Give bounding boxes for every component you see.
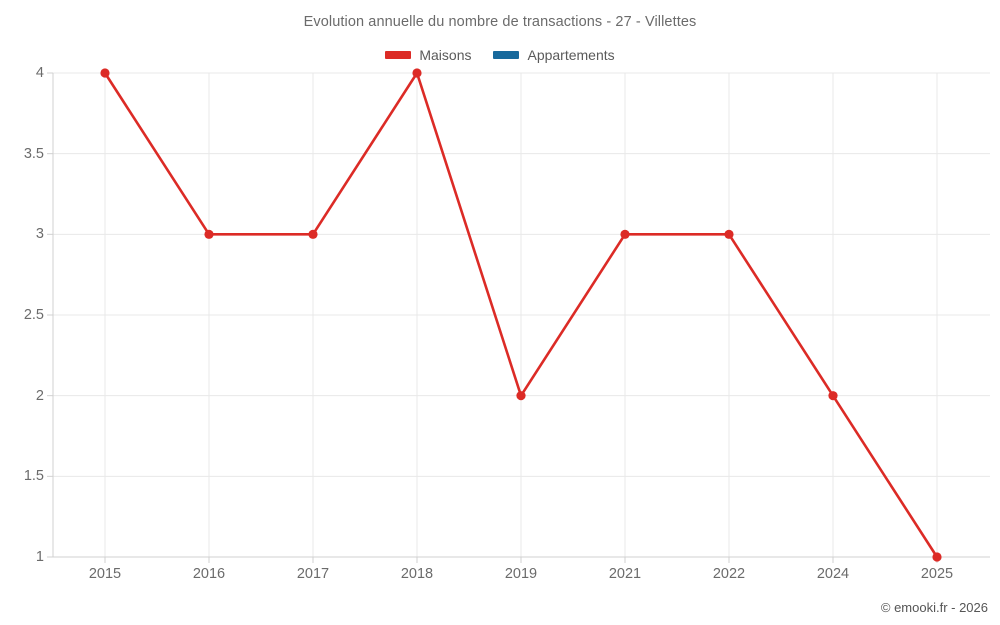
- legend-swatch-appartements: [493, 51, 520, 59]
- legend-item-maisons[interactable]: Maisons: [385, 47, 471, 63]
- credit-text: © emooki.fr - 2026: [880, 600, 988, 615]
- x-tick-label: 2024: [816, 566, 850, 582]
- legend-swatch-maisons: [385, 51, 412, 59]
- x-tick-label: 2022: [712, 566, 746, 582]
- y-tick-label: 1.5: [23, 468, 44, 485]
- data-point[interactable]: [620, 229, 630, 239]
- data-point[interactable]: [412, 68, 422, 78]
- y-tick-label: 3: [35, 226, 44, 243]
- chart-title: Evolution annuelle du nombre de transact…: [303, 14, 697, 30]
- x-tick-label: 2021: [608, 566, 642, 582]
- x-tick-label: 2018: [400, 566, 434, 582]
- x-tick-label: 2017: [296, 566, 330, 582]
- legend-item-appartements[interactable]: Appartements: [493, 47, 615, 63]
- y-tick-label: 3.5: [23, 145, 44, 162]
- data-point[interactable]: [308, 229, 318, 239]
- x-tick-label: 2016: [192, 566, 226, 582]
- legend-label-maisons: Maisons: [419, 47, 472, 63]
- data-point[interactable]: [100, 68, 110, 78]
- data-point[interactable]: [724, 229, 734, 239]
- data-point[interactable]: [932, 552, 942, 562]
- y-tick-label: 2.5: [23, 307, 44, 323]
- legend-label-appartements: Appartements: [527, 47, 615, 63]
- y-tick-label: 2: [35, 387, 44, 404]
- y-tick-label: 1: [35, 549, 44, 565]
- data-point[interactable]: [204, 229, 214, 239]
- data-point[interactable]: [828, 391, 838, 401]
- chart-legend: Maisons Appartements: [0, 45, 1000, 65]
- x-tick-label: 2025: [920, 566, 954, 582]
- data-point[interactable]: [516, 391, 526, 401]
- y-tick-label: 4: [35, 65, 44, 81]
- x-tick-label: 2015: [88, 566, 122, 582]
- x-tick-label: 2019: [504, 566, 538, 582]
